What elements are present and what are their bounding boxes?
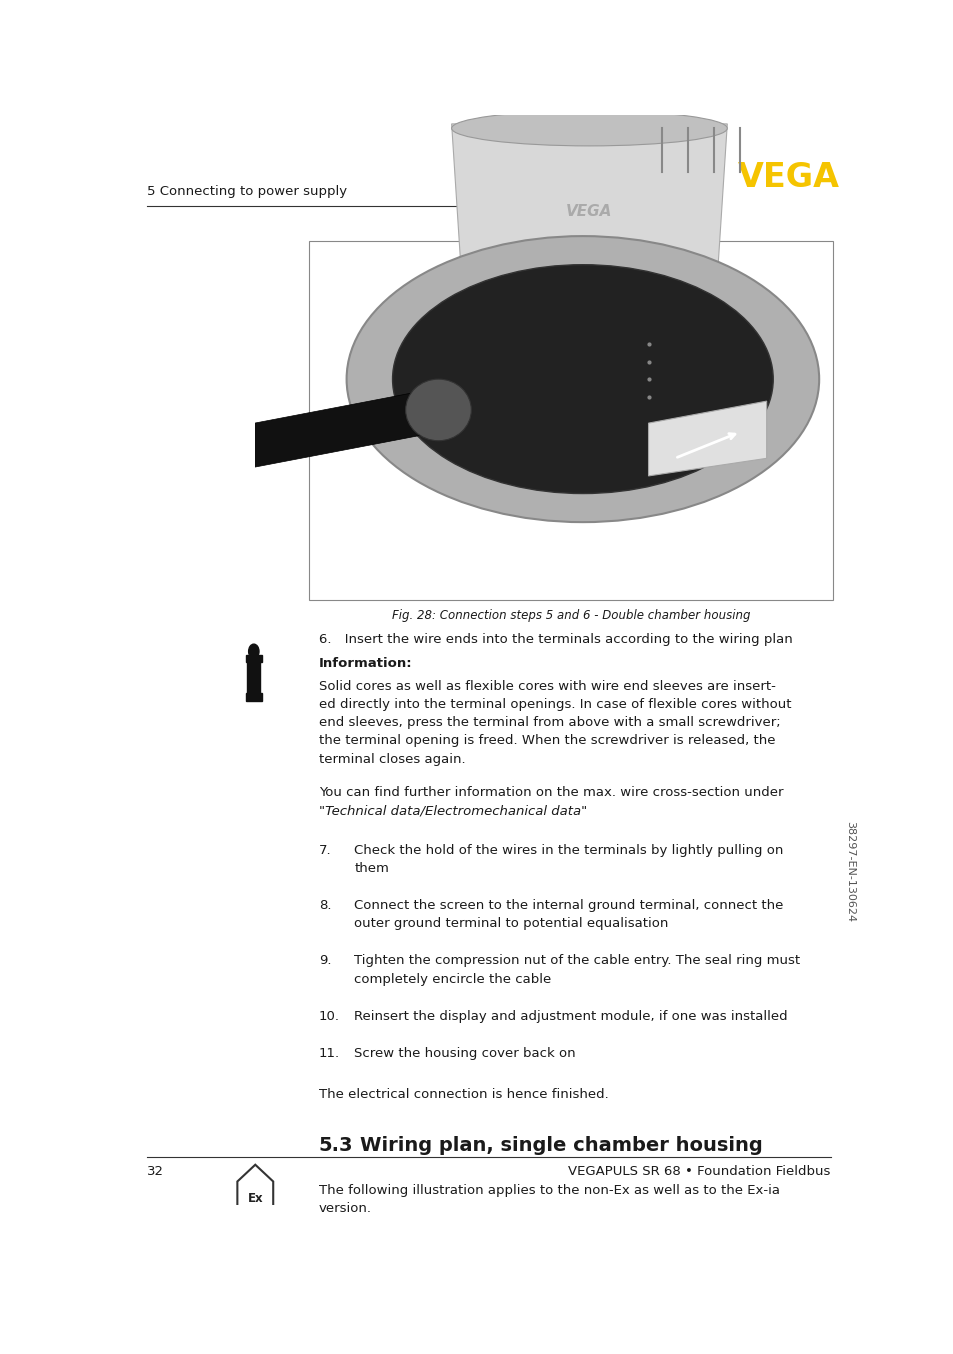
Ellipse shape	[451, 111, 726, 146]
Text: 6. Insert the wire ends into the terminals according to the wiring plan: 6. Insert the wire ends into the termina…	[318, 632, 792, 646]
Text: Tighten the compression nut of the cable entry. The seal ring must: Tighten the compression nut of the cable…	[354, 955, 800, 967]
Ellipse shape	[392, 264, 773, 493]
Polygon shape	[254, 387, 438, 467]
Text: Check the hold of the wires in the terminals by lightly pulling on: Check the hold of the wires in the termi…	[354, 844, 783, 857]
Text: the terminal opening is freed. When the screwdriver is released, the: the terminal opening is freed. When the …	[318, 734, 775, 747]
Text: 10.: 10.	[318, 1010, 339, 1022]
Text: Ex: Ex	[247, 1192, 263, 1205]
Text: The following illustration applies to the non-Ex as well as to the Ex-ia: The following illustration applies to th…	[318, 1183, 779, 1197]
Text: terminal closes again.: terminal closes again.	[318, 753, 465, 765]
Text: 8.: 8.	[318, 899, 331, 913]
Text: them: them	[354, 862, 389, 875]
Text: You can find further information on the max. wire cross-section under: You can find further information on the …	[318, 787, 782, 799]
Text: ed directly into the terminal openings. In case of flexible cores without: ed directly into the terminal openings. …	[318, 697, 791, 711]
Ellipse shape	[346, 236, 819, 523]
Text: Information:: Information:	[318, 657, 412, 670]
Ellipse shape	[405, 379, 471, 440]
Text: 11.: 11.	[318, 1047, 339, 1060]
Text: "Technical data/Electromechanical data": "Technical data/Electromechanical data"	[318, 804, 586, 818]
Polygon shape	[648, 401, 766, 477]
Text: Solid cores as well as flexible cores with wire end sleeves are insert-: Solid cores as well as flexible cores wi…	[318, 680, 775, 693]
Text: Connect the screen to the internal ground terminal, connect the: Connect the screen to the internal groun…	[354, 899, 783, 913]
Text: The electrical connection is hence finished.: The electrical connection is hence finis…	[318, 1087, 608, 1101]
Polygon shape	[451, 123, 726, 326]
Text: Wiring plan, single chamber housing: Wiring plan, single chamber housing	[359, 1136, 761, 1155]
Text: VEGA: VEGA	[738, 161, 840, 194]
Bar	[247, 659, 260, 696]
Bar	[246, 693, 262, 701]
Text: VEGAPULS SR 68 • Foundation Fieldbus: VEGAPULS SR 68 • Foundation Fieldbus	[568, 1166, 830, 1178]
Text: Reinsert the display and adjustment module, if one was installed: Reinsert the display and adjustment modu…	[354, 1010, 787, 1022]
Text: version.: version.	[318, 1202, 372, 1215]
Text: 38297-EN-130624: 38297-EN-130624	[843, 821, 854, 922]
Text: Screw the housing cover back on: Screw the housing cover back on	[354, 1047, 576, 1060]
Text: end sleeves, press the terminal from above with a small screwdriver;: end sleeves, press the terminal from abo…	[318, 716, 780, 728]
Text: 5 Connecting to power supply: 5 Connecting to power supply	[147, 185, 347, 198]
Text: 32: 32	[147, 1166, 164, 1178]
Text: 5.3: 5.3	[318, 1136, 353, 1155]
Text: Fig. 28: Connection steps 5 and 6 - Double chamber housing: Fig. 28: Connection steps 5 and 6 - Doub…	[392, 609, 749, 621]
Text: 9.: 9.	[318, 955, 331, 967]
Text: outer ground terminal to potential equalisation: outer ground terminal to potential equal…	[354, 917, 668, 930]
Bar	[246, 654, 262, 662]
Text: VEGA: VEGA	[566, 204, 612, 219]
Circle shape	[249, 645, 258, 659]
Text: completely encircle the cable: completely encircle the cable	[354, 972, 551, 986]
Text: 7.: 7.	[318, 844, 331, 857]
Bar	[309, 241, 832, 600]
